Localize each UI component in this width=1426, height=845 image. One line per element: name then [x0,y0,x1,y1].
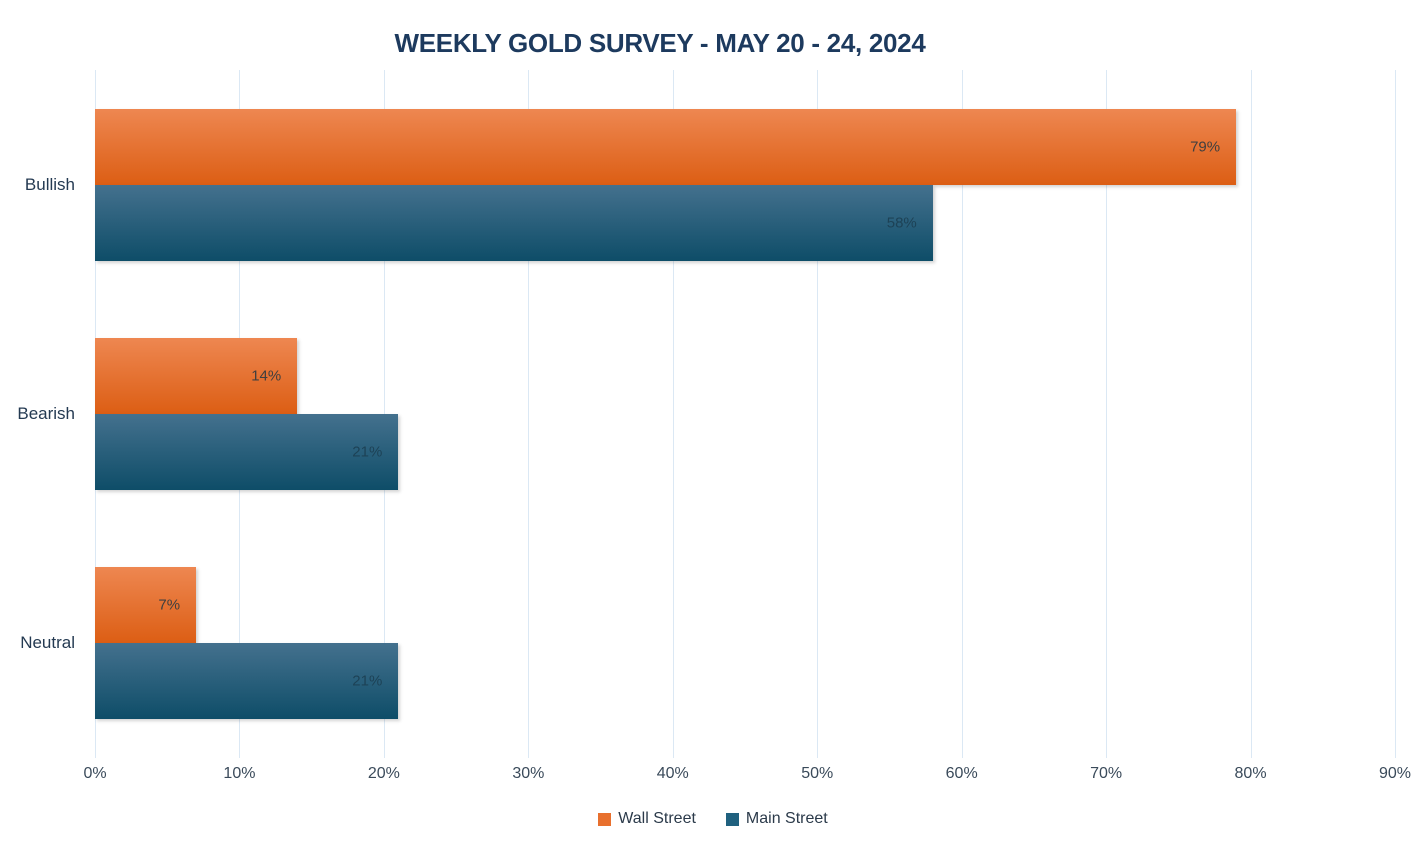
x-tick-label-10: 10% [223,765,256,782]
x-tick-label-60: 60% [945,765,978,782]
x-tick-label-40: 40% [656,765,689,782]
gridline-90 [1395,70,1396,758]
legend-item-wall-street: Wall Street [598,810,696,828]
chart-title: WEEKLY GOLD SURVEY - MAY 20 - 24, 2024 [394,28,926,58]
bar-main-street-bullish: 58% [95,184,933,261]
bar-wall-street-neutral: 7% [95,567,197,644]
category-label-bearish: Bearish [17,404,75,423]
bar-wall-street-bearish: 14% [95,338,298,414]
data-label-wall-street-bearish: 14% [251,367,282,385]
data-label-wall-street-neutral: 7% [158,596,181,614]
bar-main-street-neutral: 21% [95,643,399,720]
category-axis: Bullish Bearish Neutral [0,70,75,758]
gridline-50 [817,70,819,758]
legend-item-main-street: Main Street [725,810,828,828]
x-tick-label-50: 50% [801,765,834,782]
x-tick-label-0: 0% [83,765,107,782]
x-tick-label-70: 70% [1090,765,1123,782]
gridline-40 [672,70,674,758]
gridline-60 [961,70,963,758]
category-label-bullish: Bullish [24,174,75,194]
legend-label-main-street: Main Street [745,810,828,827]
data-label-main-street-bearish: 21% [352,443,383,461]
gridline-70 [1106,70,1108,758]
legend-swatch-wall-street [598,812,612,826]
x-tick-label-30: 30% [512,765,545,782]
x-tick-label-20: 20% [367,765,400,782]
bar-main-street-bearish: 21% [95,414,399,490]
data-label-main-street-neutral: 21% [352,672,383,690]
data-label-wall-street-bullish: 79% [1190,138,1221,156]
gridline-30 [528,70,530,758]
value-axis: 0% 10% 20% 30% 40% 50% 60% 70% 80% 90% [83,765,1411,787]
data-label-main-street-bullish: 58% [886,214,917,232]
gridline-80 [1250,70,1252,758]
legend-swatch-main-street [725,812,739,826]
x-tick-label-80: 80% [1234,765,1267,782]
legend: Wall Street Main Street [0,810,1426,828]
x-tick-label-90: 90% [1378,765,1412,782]
bar-wall-street-bullish: 79% [95,108,1237,185]
legend-label-wall-street: Wall Street [618,810,696,827]
category-label-neutral: Neutral [20,633,75,653]
plot-area: 79% 58% 14% 21% 7% 21% [95,70,1396,758]
